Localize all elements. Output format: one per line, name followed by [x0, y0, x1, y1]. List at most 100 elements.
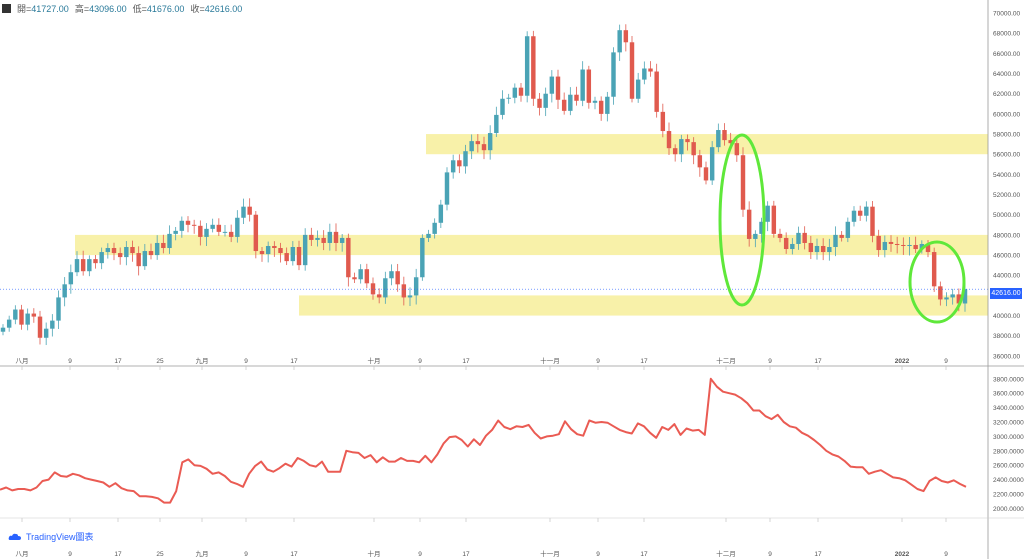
candle — [241, 206, 246, 218]
candle — [820, 245, 826, 253]
time-tick-label: 9 — [68, 551, 72, 558]
indicator-tick-label: 2000.0000 — [993, 506, 1024, 513]
candle — [672, 148, 678, 155]
time-tick-label: 9 — [768, 551, 772, 558]
low-value: 41676.00 — [146, 3, 185, 14]
candle — [888, 241, 894, 244]
candle — [80, 259, 86, 272]
candle — [617, 30, 622, 53]
branding-label: TradingView圖表 — [26, 532, 94, 542]
candle — [432, 222, 437, 234]
candle — [346, 237, 351, 278]
close-value: 42616.00 — [204, 3, 243, 14]
candle — [136, 253, 141, 267]
candle — [962, 289, 968, 304]
candle — [450, 160, 456, 173]
time-tick-label: 17 — [114, 551, 122, 558]
price-tick-label: 56000.00 — [993, 152, 1020, 159]
candle — [543, 93, 548, 108]
candle — [746, 209, 752, 239]
time-tick-label: 八月 — [16, 550, 29, 558]
price-tick-label: 40000.00 — [993, 313, 1020, 320]
time-tick-label: 17 — [814, 551, 822, 558]
candle — [117, 253, 123, 258]
candle — [907, 244, 912, 246]
price-tick-label: 54000.00 — [993, 172, 1020, 179]
candle — [309, 234, 314, 240]
indicator-tick-label: 3800.0000 — [993, 376, 1024, 383]
candle — [13, 309, 18, 320]
time-tick-label: 十月 — [368, 356, 381, 365]
time-tick-label: 17 — [462, 551, 470, 558]
candle — [759, 221, 764, 234]
candle — [709, 147, 715, 181]
candle — [679, 139, 684, 155]
candle — [722, 130, 727, 141]
candle — [290, 247, 296, 262]
candle — [161, 242, 166, 249]
candle — [130, 247, 135, 254]
indicator-line — [0, 377, 967, 504]
candle — [827, 247, 832, 253]
candle — [790, 243, 795, 250]
menu-icon[interactable] — [2, 3, 11, 13]
candle — [568, 94, 573, 111]
candle — [549, 76, 555, 94]
candle — [518, 87, 524, 96]
candle — [777, 233, 783, 238]
candle — [68, 272, 74, 285]
candle — [364, 269, 370, 284]
candle — [925, 243, 931, 253]
time-tick-label: 9 — [418, 358, 422, 365]
candle — [648, 68, 653, 72]
candle — [93, 259, 98, 264]
time-tick-label: 十月 — [368, 549, 381, 558]
time-tick-label: 十一月 — [540, 549, 560, 558]
candle — [253, 214, 259, 252]
candle — [198, 225, 203, 237]
candle — [222, 231, 228, 233]
time-tick-label: 九月 — [196, 549, 209, 558]
time-tick-label: 十二月 — [716, 356, 736, 365]
candle — [931, 252, 937, 287]
candle — [265, 245, 271, 255]
time-tick-label: 9 — [244, 551, 248, 558]
time-tick-label: 17 — [290, 358, 298, 365]
time-tick-label: 9 — [596, 358, 600, 365]
candle — [950, 294, 955, 298]
candle — [938, 286, 943, 300]
time-tick-label: 9 — [596, 551, 600, 558]
candle — [592, 100, 598, 103]
candle — [272, 245, 277, 249]
price-tick-label: 46000.00 — [993, 253, 1020, 260]
candle — [228, 231, 234, 237]
indicator-tick-label: 3000.0000 — [993, 434, 1024, 441]
candle — [845, 221, 851, 238]
tradingview-branding[interactable]: TradingView圖表 — [8, 530, 94, 543]
candle — [660, 111, 666, 132]
candle — [956, 294, 962, 304]
candle — [765, 205, 770, 222]
price-tick-label: 38000.00 — [993, 333, 1020, 340]
candle — [802, 232, 807, 243]
candle — [296, 247, 302, 266]
candle — [358, 269, 363, 280]
candle — [154, 242, 160, 256]
candle — [105, 248, 111, 253]
candle — [876, 235, 881, 251]
price-axis — [988, 0, 1024, 559]
candle — [278, 248, 283, 254]
time-tick-label: 9 — [244, 358, 248, 365]
candle — [555, 76, 561, 100]
candle — [463, 151, 468, 167]
candle — [857, 210, 863, 216]
candle — [37, 316, 43, 338]
candle — [500, 98, 505, 115]
candle — [185, 220, 191, 225]
candle — [919, 243, 925, 250]
candle — [395, 271, 400, 285]
candle — [247, 206, 252, 215]
candle — [506, 97, 511, 99]
candle — [339, 237, 345, 243]
